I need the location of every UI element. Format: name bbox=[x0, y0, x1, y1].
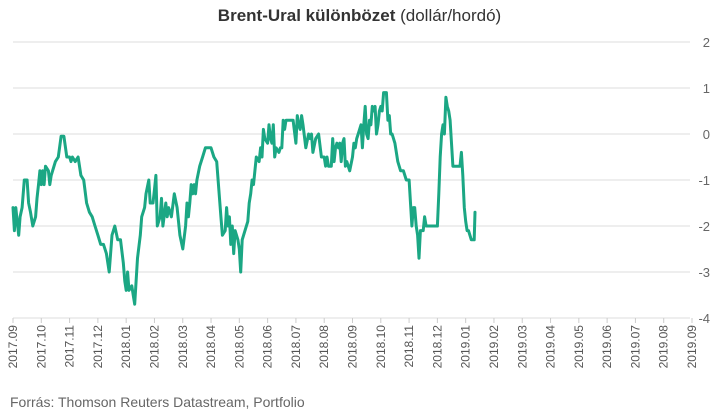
x-tick-label: 2019.09 bbox=[685, 325, 699, 369]
x-tick-label: 2018.01 bbox=[119, 325, 133, 369]
x-tick-label: 2019.03 bbox=[515, 325, 529, 369]
chart-title-main: Brent-Ural különbözet bbox=[217, 6, 396, 25]
y-tick-label: 1 bbox=[703, 81, 710, 96]
x-tick-label: 2018.09 bbox=[346, 325, 360, 369]
y-tick-label: -2 bbox=[698, 219, 710, 234]
series-layer bbox=[11, 91, 477, 306]
x-tick-label: 2019.05 bbox=[572, 325, 586, 369]
x-axis-ticks: 2017.09 2017.10 2017.11 2017.12 2018.01 2018.… bbox=[6, 318, 699, 368]
x-tick-label: 2017.10 bbox=[34, 325, 48, 369]
x-tick-label: 2018.12 bbox=[430, 325, 444, 369]
x-tick-label: 2018.07 bbox=[289, 325, 303, 369]
y-tick-label: -4 bbox=[698, 311, 710, 326]
x-tick-label: 2018.08 bbox=[317, 325, 331, 369]
chart-title-unit: (dollár/hordó) bbox=[400, 6, 502, 25]
y-tick-label: 2 bbox=[703, 35, 710, 50]
grid-lines bbox=[13, 41, 690, 319]
y-axis-ticks: 2 1 0 -1 -2 -3 -4 bbox=[698, 35, 710, 326]
x-tick-label: 2018.04 bbox=[204, 325, 218, 369]
y-tick-label: -1 bbox=[698, 173, 710, 188]
x-tick-label: 2019.02 bbox=[487, 325, 501, 369]
x-tick-label: 2019.01 bbox=[459, 325, 473, 369]
x-tick-label: 2019.07 bbox=[628, 325, 642, 369]
x-tick-label: 2019.04 bbox=[544, 325, 558, 369]
x-tick-label: 2018.02 bbox=[147, 325, 161, 369]
y-tick-label: -3 bbox=[698, 265, 710, 280]
x-tick-label: 2019.06 bbox=[600, 325, 614, 369]
x-tick-label: 2017.12 bbox=[91, 325, 105, 369]
x-tick-label: 2017.09 bbox=[6, 325, 20, 369]
x-tick-label: 2018.03 bbox=[176, 325, 190, 369]
chart-title: Brent-Ural különbözet (dollár/hordó) bbox=[0, 6, 719, 26]
x-tick-label: 2017.11 bbox=[63, 325, 77, 368]
source-note: Forrás: Thomson Reuters Datastream, Port… bbox=[10, 394, 305, 410]
x-tick-label: 2019.08 bbox=[657, 325, 671, 369]
x-tick-label: 2018.05 bbox=[232, 325, 246, 369]
series-line-0 bbox=[11, 91, 477, 306]
x-tick-label: 2018.06 bbox=[261, 325, 275, 369]
x-tick-label: 2018.11 bbox=[402, 325, 416, 368]
y-tick-label: 0 bbox=[703, 127, 710, 142]
x-tick-label: 2018.10 bbox=[374, 325, 388, 369]
